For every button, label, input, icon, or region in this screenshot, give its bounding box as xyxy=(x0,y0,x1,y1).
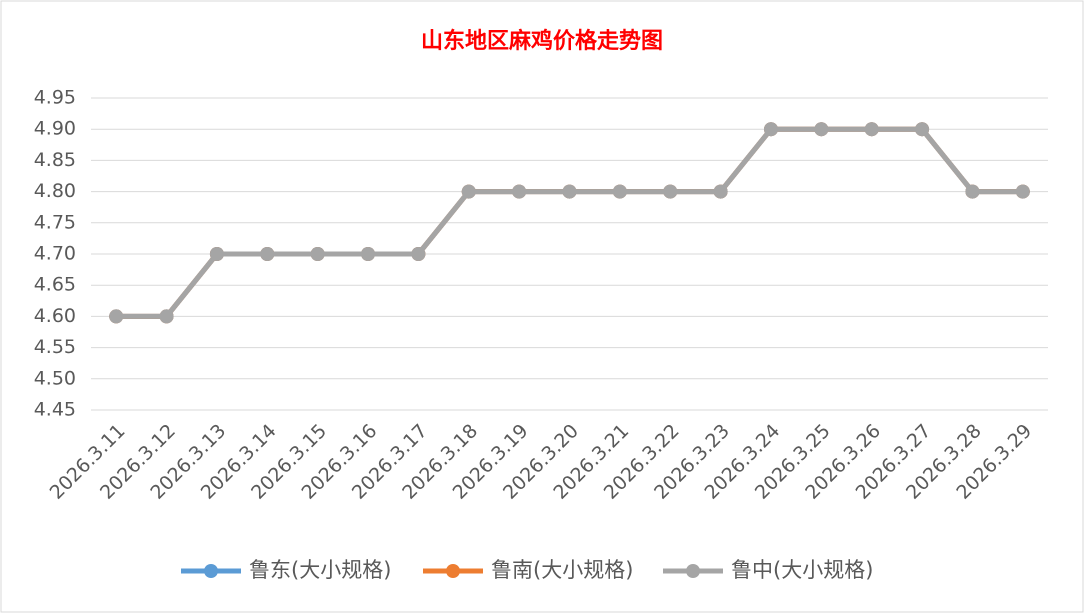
y-tick-label: 4.75 xyxy=(34,211,76,233)
y-tick-label: 4.90 xyxy=(34,118,76,140)
point xyxy=(814,122,829,137)
point xyxy=(612,184,627,199)
y-tick-label: 4.80 xyxy=(34,180,76,202)
point xyxy=(310,247,325,261)
point xyxy=(411,247,426,261)
legend-marker xyxy=(204,564,218,578)
legend-marker xyxy=(686,564,700,578)
point xyxy=(915,122,930,137)
point xyxy=(512,184,527,199)
point xyxy=(864,122,879,137)
y-tick-label: 4.95 xyxy=(34,87,76,109)
y-tick-label: 4.65 xyxy=(34,274,76,296)
point xyxy=(965,184,980,199)
y-tick-label: 4.50 xyxy=(34,367,76,389)
point xyxy=(713,184,728,199)
point xyxy=(763,122,778,137)
legend-marker xyxy=(446,564,460,578)
y-tick-label: 4.70 xyxy=(34,243,76,265)
chart-title: 山东地区麻鸡价格走势图 xyxy=(421,28,663,54)
legend-label: 鲁东(大小规格) xyxy=(249,558,391,582)
point xyxy=(260,247,275,261)
legend-label: 鲁中(大小规格) xyxy=(731,558,873,582)
y-tick-label: 4.60 xyxy=(34,305,76,327)
point xyxy=(209,247,224,261)
point xyxy=(663,184,678,199)
legend-label: 鲁南(大小规格) xyxy=(491,558,633,582)
point xyxy=(109,309,124,324)
point xyxy=(159,309,174,324)
point xyxy=(562,184,577,199)
point xyxy=(361,247,376,261)
y-tick-label: 4.85 xyxy=(34,149,76,171)
y-tick-label: 4.55 xyxy=(34,336,76,358)
y-tick-label: 4.45 xyxy=(34,399,76,421)
point xyxy=(461,184,476,199)
point xyxy=(1015,184,1030,199)
